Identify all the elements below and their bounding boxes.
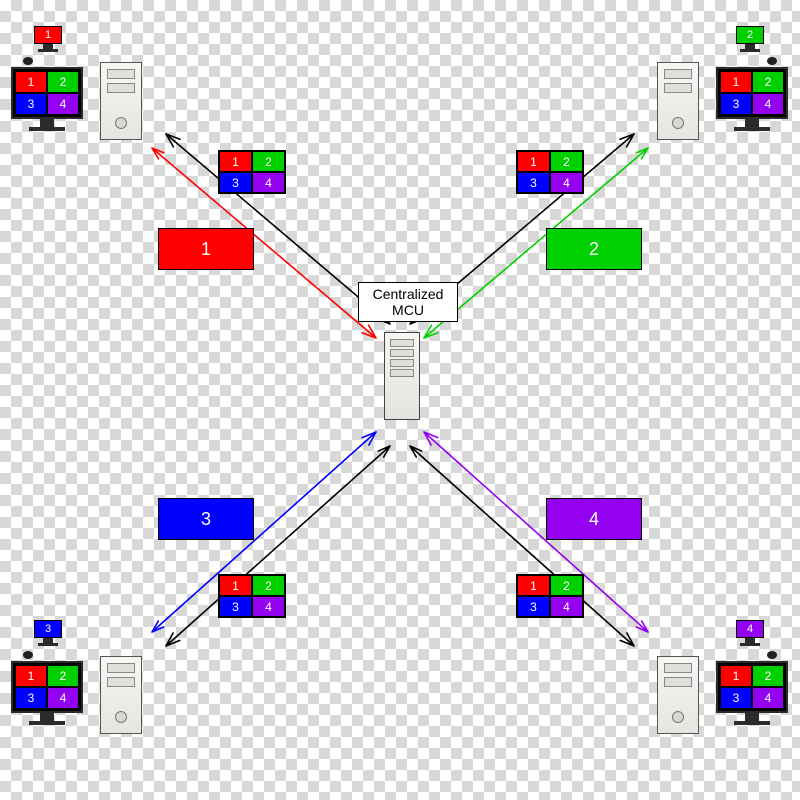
client-3-webcam-icon	[23, 651, 33, 659]
quad-cell-2: 2	[752, 71, 784, 93]
client-1-screen-quad: 1234	[14, 70, 80, 116]
quad-cell-2: 2	[550, 575, 583, 596]
quad-cell-2: 2	[47, 71, 79, 93]
quad-cell-4: 4	[47, 93, 79, 115]
quad-cell-4: 4	[752, 93, 784, 115]
quad-cell-1: 1	[517, 151, 550, 172]
client-1-badge-base	[38, 49, 58, 52]
quad-cell-4: 4	[252, 172, 285, 193]
client-3-badge-base	[38, 643, 58, 646]
quad-cell-1: 1	[517, 575, 550, 596]
diagram-canvas: Centralized MCU 123412341234123412341123…	[0, 0, 800, 800]
client-1-monitor-stand	[40, 119, 54, 127]
client-2-badge: 2	[736, 26, 764, 44]
client-1-monitor-base	[29, 127, 65, 131]
quad-cell-1: 1	[15, 71, 47, 93]
stream-quad-4: 1234	[516, 574, 584, 618]
quad-cell-1: 1	[219, 151, 252, 172]
banner-4: 4	[546, 498, 642, 540]
client-4-badge: 4	[736, 620, 764, 638]
client-2-webcam-icon	[767, 57, 777, 65]
quad-cell-4: 4	[252, 596, 285, 617]
client-1-badge: 1	[34, 26, 62, 44]
banner-1: 1	[158, 228, 254, 270]
client-1-tower-icon	[100, 62, 142, 140]
client-3-monitor-stand	[40, 713, 54, 721]
client-2-tower-icon	[657, 62, 699, 140]
quad-cell-4: 4	[752, 687, 784, 709]
quad-cell-1: 1	[720, 71, 752, 93]
quad-cell-1: 1	[219, 575, 252, 596]
client-4-monitor-base	[734, 721, 770, 725]
client-4-screen-quad: 1234	[719, 664, 785, 710]
banner-2: 2	[546, 228, 642, 270]
quad-cell-2: 2	[252, 575, 285, 596]
quad-cell-2: 2	[47, 665, 79, 687]
client-2-monitor-stand	[745, 119, 759, 127]
client-4-tower-icon	[657, 656, 699, 734]
quad-cell-3: 3	[517, 172, 550, 193]
quad-cell-3: 3	[15, 93, 47, 115]
quad-cell-3: 3	[517, 596, 550, 617]
quad-cell-1: 1	[15, 665, 47, 687]
client-4-badge-base	[740, 643, 760, 646]
client-3-monitor-base	[29, 721, 65, 725]
quad-cell-4: 4	[550, 596, 583, 617]
client-3-badge: 3	[34, 620, 62, 638]
quad-cell-2: 2	[252, 151, 285, 172]
quad-cell-2: 2	[550, 151, 583, 172]
client-2-monitor-base	[734, 127, 770, 131]
stream-quad-2: 1234	[516, 150, 584, 194]
quad-cell-4: 4	[550, 172, 583, 193]
banner-3: 3	[158, 498, 254, 540]
mcu-server-icon	[384, 332, 420, 420]
quad-cell-3: 3	[219, 596, 252, 617]
client-1-webcam-icon	[23, 57, 33, 65]
client-2-badge-base	[740, 49, 760, 52]
quad-cell-2: 2	[752, 665, 784, 687]
quad-cell-1: 1	[720, 665, 752, 687]
client-4-monitor-stand	[745, 713, 759, 721]
client-3-tower-icon	[100, 656, 142, 734]
quad-cell-3: 3	[720, 687, 752, 709]
quad-cell-3: 3	[720, 93, 752, 115]
client-3-screen-quad: 1234	[14, 664, 80, 710]
mcu-label: Centralized MCU	[358, 282, 458, 322]
quad-cell-4: 4	[47, 687, 79, 709]
quad-cell-3: 3	[219, 172, 252, 193]
quad-cell-3: 3	[15, 687, 47, 709]
client-2-screen-quad: 1234	[719, 70, 785, 116]
client-4-webcam-icon	[767, 651, 777, 659]
stream-quad-1: 1234	[218, 150, 286, 194]
stream-quad-3: 1234	[218, 574, 286, 618]
